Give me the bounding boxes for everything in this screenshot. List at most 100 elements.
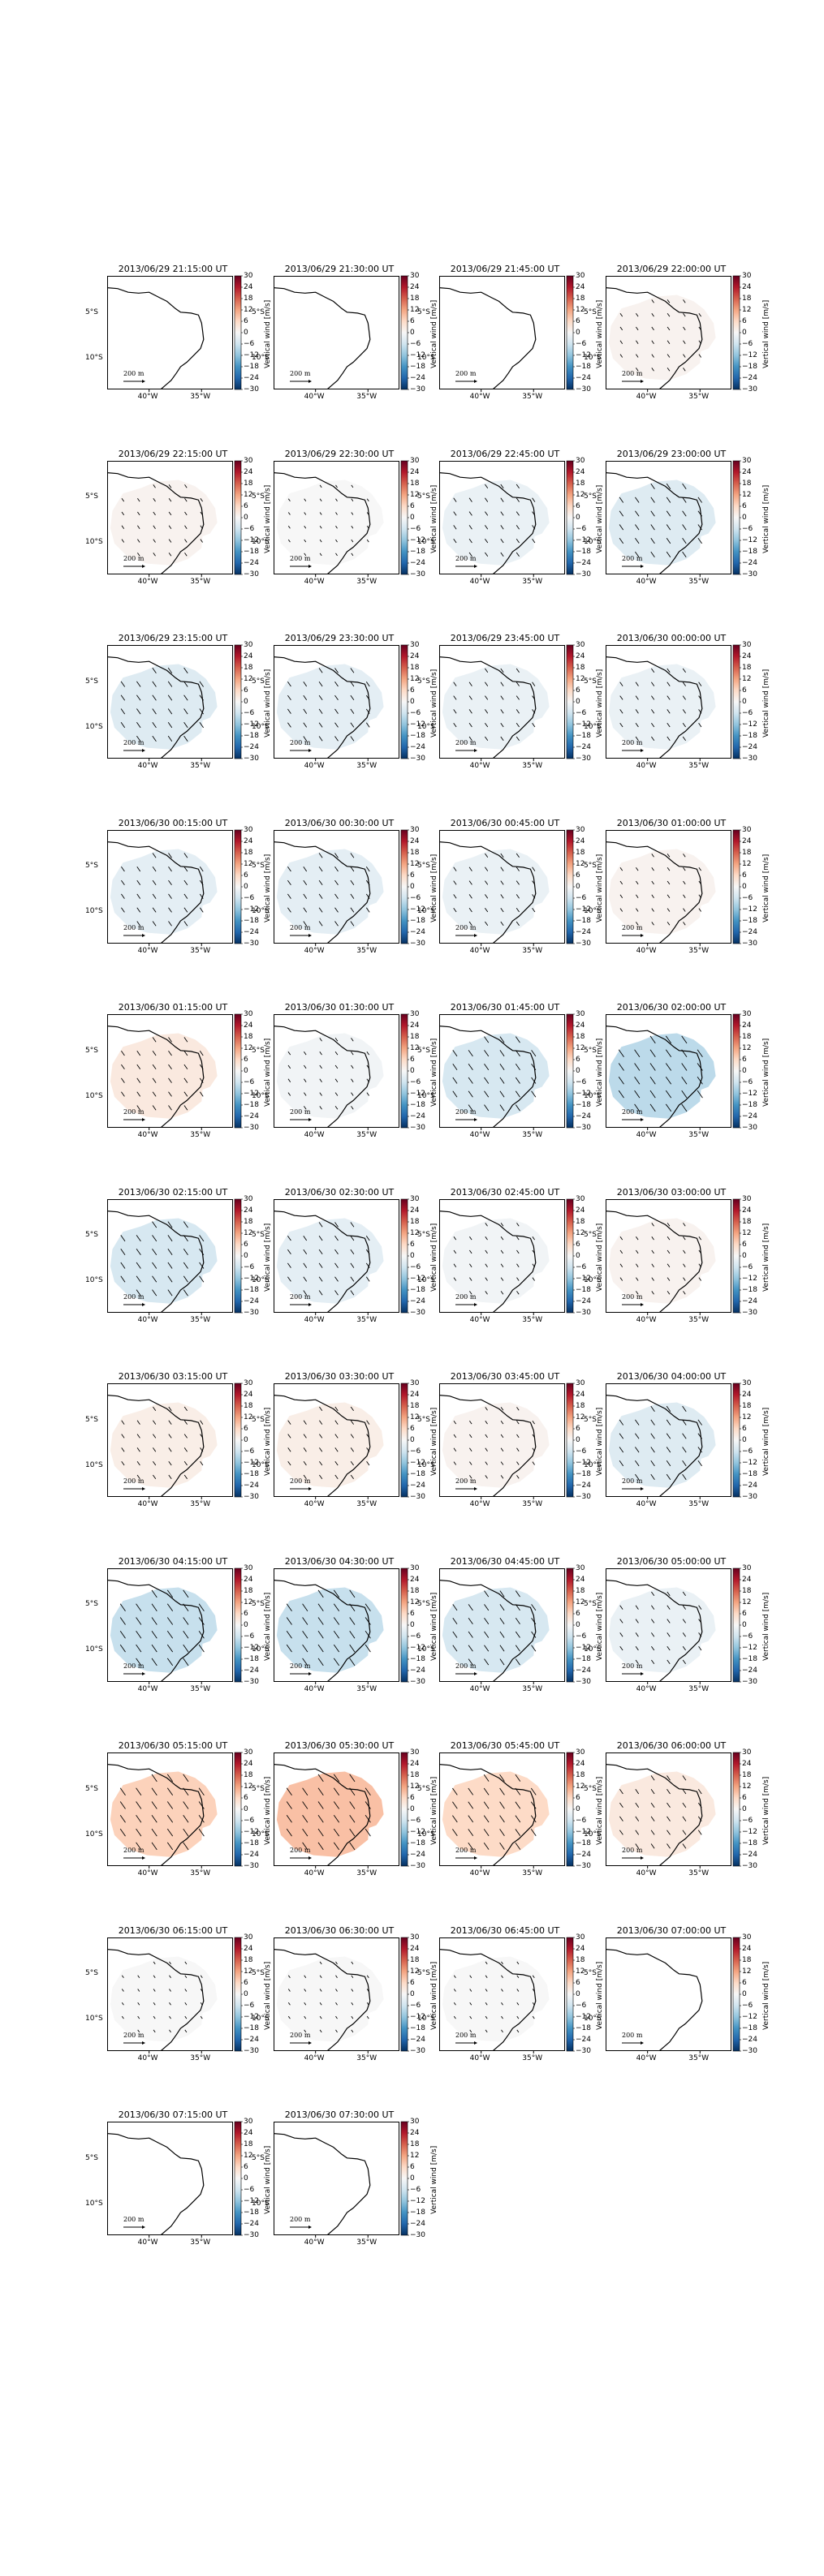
panel-title: 2013/06/30 06:00:00 UT: [616, 1740, 727, 1751]
y-tick-label: 5°S: [252, 862, 265, 871]
colorbar-tick-label: 18: [742, 479, 752, 488]
colorbar: [400, 829, 408, 944]
colorbar-tick-label: 12: [742, 1044, 752, 1052]
quiver-key-label: 200 m: [290, 1662, 311, 1670]
colorbar-tick-label: −24: [410, 1482, 425, 1490]
colorbar-tick-label: 6: [410, 871, 415, 879]
map-canvas: [274, 460, 409, 577]
wind-vectors: [121, 484, 203, 557]
wind-vectors: [619, 1775, 702, 1849]
colorbar-tick-label: 18: [410, 1033, 420, 1041]
coastline: [606, 1210, 703, 1313]
colorbar-tick-label: −6: [742, 2001, 753, 2010]
map-canvas: [107, 1568, 243, 1684]
colorbar-tick-label: −24: [244, 1851, 259, 1859]
panel-title: 2013/06/30 00:00:00 UT: [616, 633, 727, 643]
colorbar-tick-label: −30: [244, 1308, 259, 1317]
colorbar-tick-label: −6: [244, 524, 255, 533]
coastline: [107, 1764, 205, 1866]
x-tick-label: 35°W: [522, 946, 543, 955]
colorbar-tick-label: −6: [576, 1262, 587, 1271]
colorbar-tick-label: 12: [742, 1967, 752, 1976]
x-tick-label: 40°W: [636, 1869, 657, 1877]
colorbar-tick-label: −18: [410, 1101, 425, 1109]
quiver-key-label: 200 m: [290, 739, 311, 746]
colorbar-label: Vertical wind [m/s]: [762, 1038, 770, 1107]
colorbar-tick-label: 18: [742, 1033, 752, 1041]
colorbar-tick-label: 24: [576, 1760, 585, 1768]
colorbar-tick-label: 6: [410, 501, 415, 510]
colorbar-tick-label: −12: [410, 1274, 425, 1283]
colorbar-tick-label: −6: [244, 1262, 255, 1271]
x-tick-label: 35°W: [356, 1500, 377, 1508]
colorbar-tick-label: −6: [576, 893, 587, 902]
colorbar-tick-label: 12: [244, 1413, 253, 1421]
colorbar-tick-label: 24: [576, 652, 585, 660]
colorbar-tick-label: 6: [410, 1794, 415, 1802]
x-tick-label: 40°W: [636, 1131, 657, 1139]
map-frame: [107, 276, 233, 389]
colorbar-tick-label: 24: [244, 283, 253, 291]
colorbar-tick-label: 30: [576, 1010, 585, 1018]
map-canvas: [439, 1752, 575, 1869]
map-canvas: [107, 460, 243, 577]
quiver-key-label: 200 m: [123, 1477, 145, 1485]
x-tick-label: 35°W: [522, 1315, 543, 1324]
x-tick-label: 40°W: [137, 1684, 158, 1693]
colorbar-tick-label: −12: [742, 1459, 757, 1467]
quiver-key-label: 200 m: [290, 1477, 311, 1485]
map-panel: 2013/06/29 21:30:00 UT 40°W 35°W 5°S 10°S 200…: [252, 264, 444, 418]
colorbar-tick-label: 12: [742, 490, 752, 499]
colorbar-tick-label: −24: [576, 2035, 591, 2044]
colorbar-tick-label: 18: [244, 1771, 253, 1779]
colorbar-tick-label: 18: [742, 295, 752, 303]
quiver-key-label: 200 m: [123, 1292, 145, 1301]
vertical-wind-field: [276, 1771, 384, 1857]
colorbar-tick-label: −30: [244, 2231, 259, 2239]
map-panel: 2013/06/29 21:15:00 UT 40°W 35°W 5°S 10°S 200…: [85, 264, 278, 418]
y-tick-label: 10°S: [417, 1091, 435, 1100]
map-canvas: [606, 1568, 741, 1684]
map-panel: 2013/06/30 00:00:00 UT 40°W 35°W 5°S 10°S 200…: [584, 633, 776, 787]
colorbar: [234, 829, 242, 944]
colorbar-tick-label: 30: [576, 641, 585, 649]
coastline: [107, 1395, 205, 1497]
colorbar-tick-label: 12: [410, 1413, 420, 1421]
colorbar-tick-label: 24: [410, 836, 420, 845]
map-panel: 2013/06/29 22:00:00 UT 40°W 35°W 5°S 10°S 200…: [584, 264, 776, 418]
x-tick-label: 40°W: [636, 2053, 657, 2062]
colorbar-tick-label: 12: [576, 1228, 585, 1237]
quiver-key-label: 200 m: [455, 739, 477, 746]
quiver-key-label: 200 m: [290, 1847, 311, 1854]
map-canvas: [107, 1752, 243, 1869]
coastline: [439, 1210, 537, 1313]
colorbar-tick-label: 0: [576, 1067, 580, 1075]
colorbar-tick-label: −6: [244, 893, 255, 902]
colorbar-tick-label: −12: [244, 2197, 259, 2205]
colorbar-tick-label: −18: [742, 363, 757, 371]
map-canvas: [606, 829, 741, 946]
colorbar-tick-label: 12: [576, 1598, 585, 1606]
y-tick-label: 10°S: [584, 722, 602, 731]
map-panel: 2013/06/29 22:45:00 UT 40°W 35°W 5°S 10°S 200…: [417, 449, 610, 603]
colorbar-tick-label: 12: [244, 490, 253, 499]
map-canvas: [439, 1937, 575, 2053]
colorbar: [234, 1937, 242, 2051]
y-tick-label: 10°S: [85, 722, 103, 731]
colorbar-tick-label: 6: [410, 1056, 415, 1064]
colorbar-tick-label: −18: [244, 1839, 259, 1847]
y-tick-label: 10°S: [417, 722, 435, 731]
map-canvas: [274, 1752, 409, 1869]
map-panel: 2013/06/29 22:30:00 UT 40°W 35°W 5°S 10°S 200…: [252, 449, 444, 603]
colorbar: [234, 1752, 242, 1867]
colorbar-tick-label: 0: [576, 698, 580, 706]
colorbar-tick-label: 30: [576, 825, 585, 834]
quiver-key-label: 200 m: [455, 1847, 477, 1854]
colorbar-tick-label: −12: [244, 1090, 259, 1098]
colorbar-tick-label: 0: [410, 1436, 415, 1444]
map-panel: 2013/06/30 00:45:00 UT 40°W 35°W 5°S 10°S 200…: [417, 818, 610, 972]
coastline: [274, 1395, 371, 1497]
colorbar-tick-label: −12: [576, 1828, 591, 1836]
colorbar-tick-label: −18: [576, 363, 591, 371]
colorbar-tick-label: 24: [742, 1391, 752, 1399]
